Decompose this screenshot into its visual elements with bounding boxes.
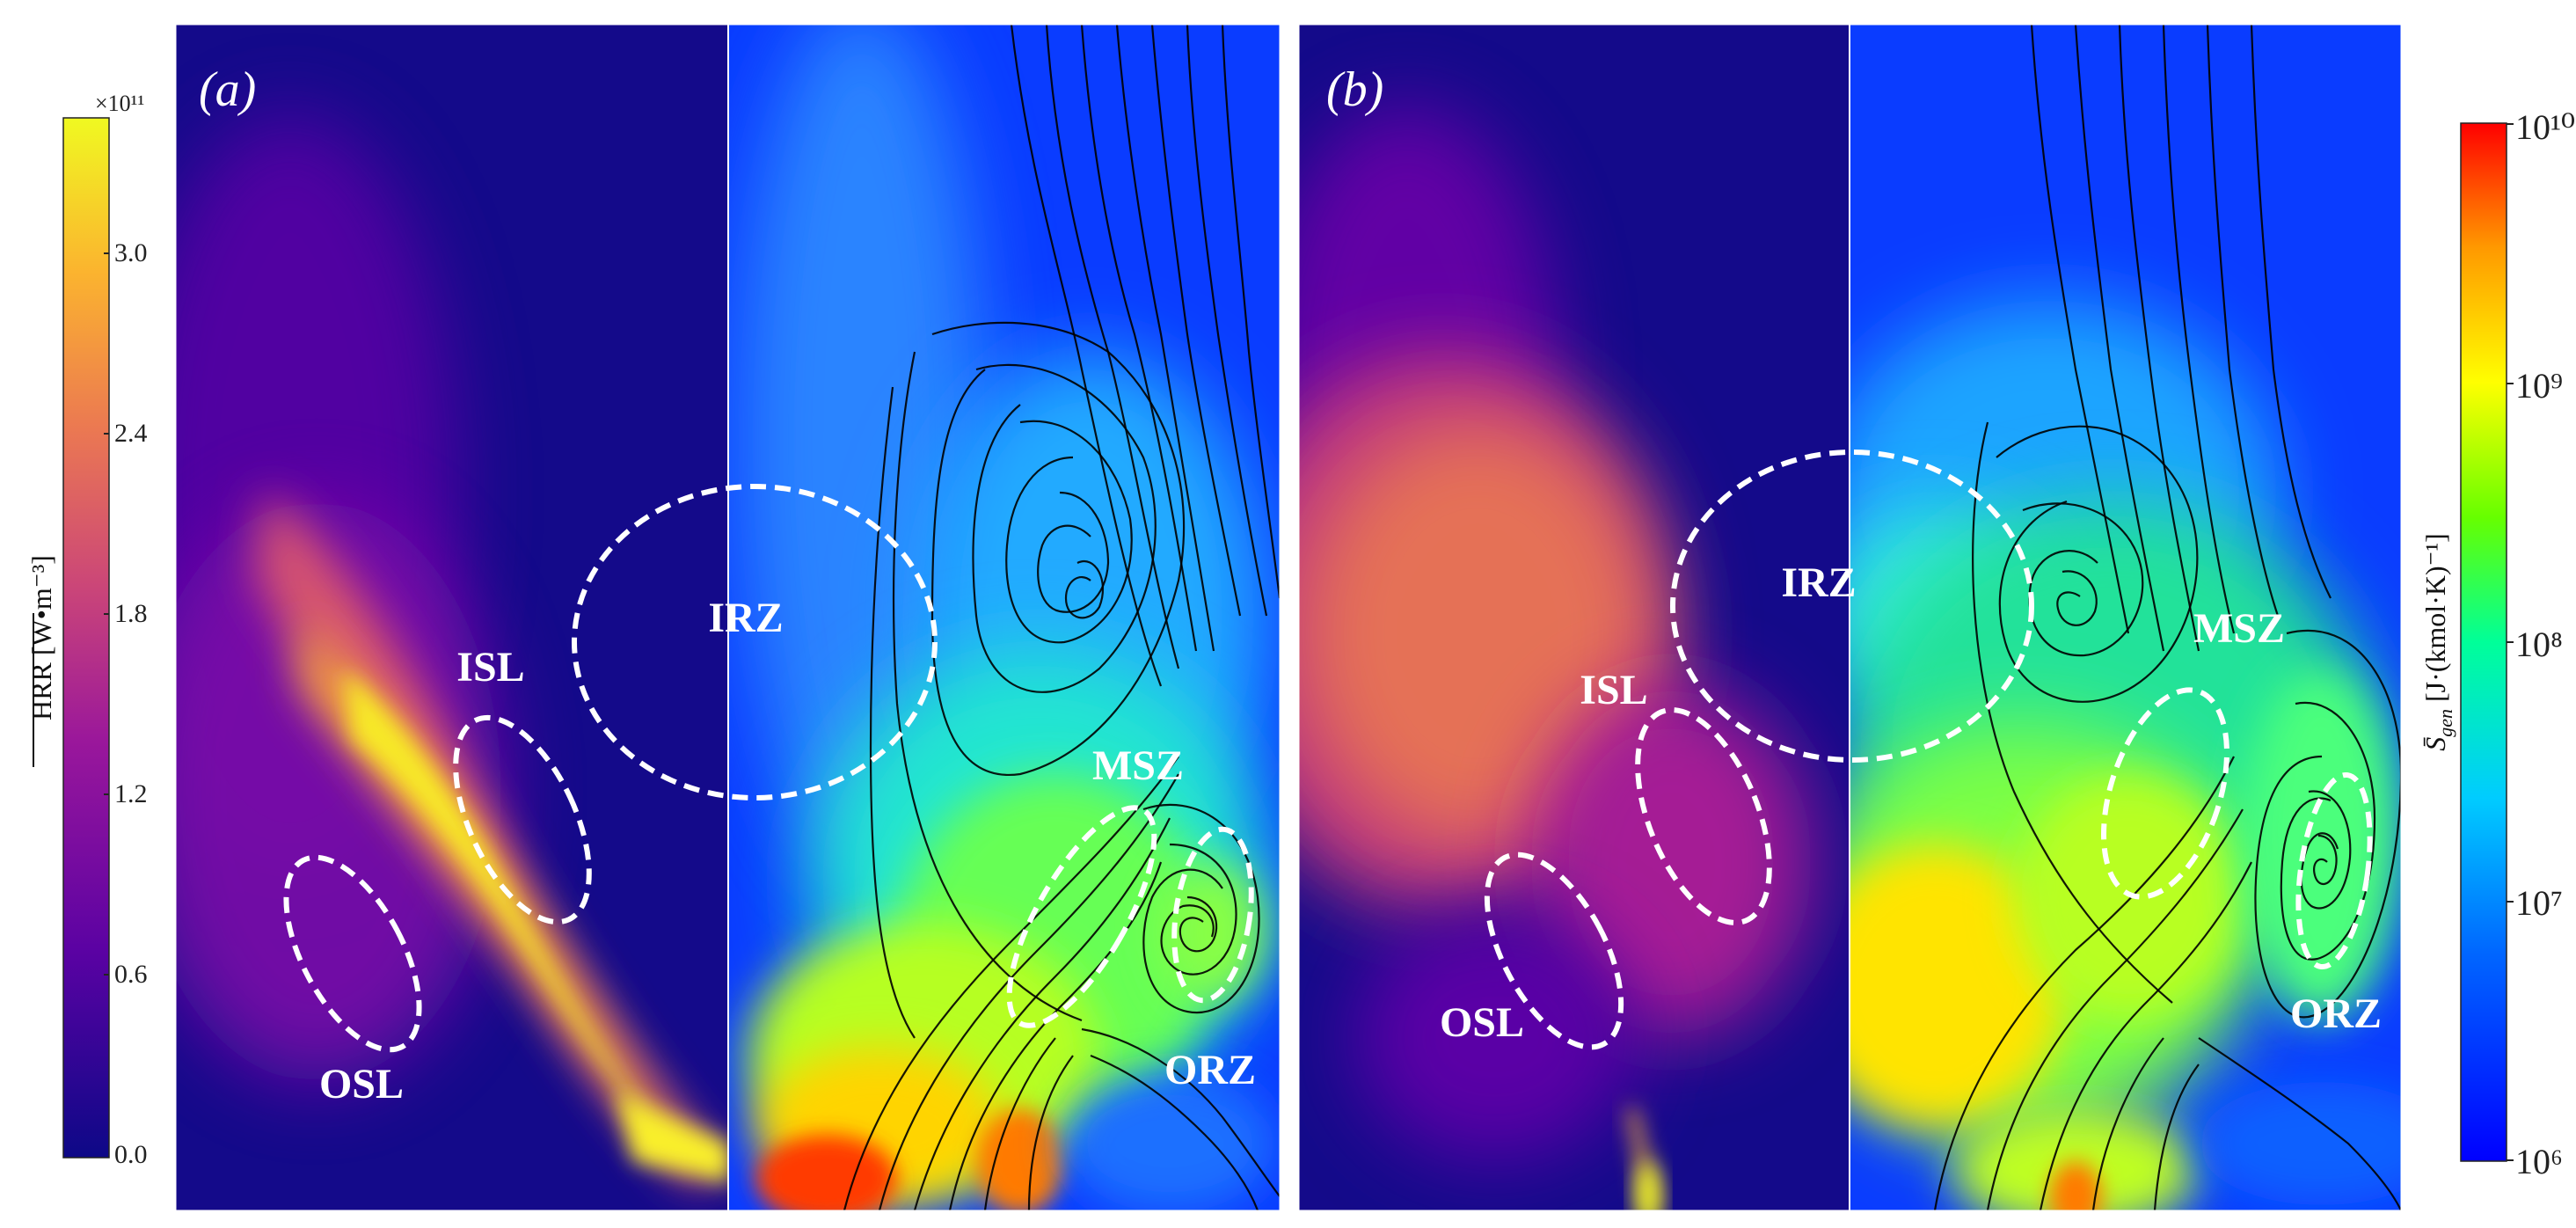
panel-b-osl-outline (1484, 852, 1624, 1050)
panel-b-irz-outline (1670, 450, 2034, 763)
panel-a-irz-label: IRZ (708, 595, 783, 641)
right-colorbar-tick-label: 10¹⁰ (2515, 107, 2575, 147)
left-colorbar-multiplier: ×10¹¹ (95, 91, 144, 116)
right-colorbar-tick-label: 10⁸ (2515, 625, 2563, 664)
panel-a-osl-outline (283, 854, 422, 1053)
panel-b-irz-label: IRZ (1781, 559, 1856, 606)
panel-a-isl-label: ISL (456, 644, 524, 691)
right-colorbar-gradient (2460, 122, 2507, 1162)
panel-b-entropy-field (1850, 25, 2401, 1210)
panel-a-msz-label: MSZ (1092, 742, 1184, 789)
panel-b-osl-label: OSL (1440, 999, 1524, 1046)
right-colorbar-tick-label: 10⁶ (2515, 1142, 2563, 1181)
panel-a-zones: IRZ ISL OSL MSZ ORZ (283, 484, 1256, 1107)
panel-a-isl-outline (453, 714, 592, 925)
panel-a-orz-label: ORZ (1164, 1047, 1256, 1093)
panel-a-entropy-field (728, 25, 1280, 1210)
panel-a-hrr-field (176, 25, 728, 1210)
right-colorbar-label-subscript: gen (2434, 709, 2456, 737)
right-colorbar-ticks: 10¹⁰ 10⁹ 10⁸ 10⁷ 10⁶ (2507, 107, 2575, 1181)
panel-b-streamlines (1933, 25, 2401, 1210)
panel-b-isl-label: ISL (1580, 667, 1647, 713)
left-colorbar-ticks: 3.0 2.4 1.8 1.2 0.6 0.0 (104, 238, 148, 1169)
panel-b-letter: (b) (1326, 62, 1383, 117)
left-colorbar-tick-label: 3.0 (114, 238, 148, 267)
right-colorbar-tick-label: 10⁹ (2515, 366, 2563, 406)
panel-a-frame (175, 24, 1281, 1211)
panel-b-isl-outline (1635, 707, 1772, 925)
panel-b-msz-label: MSZ (2193, 605, 2285, 652)
panel-a-streamlines (843, 25, 1280, 1210)
panel-a-msz-outline (1006, 805, 1157, 1028)
left-colorbar-tick-label: 1.8 (114, 599, 148, 628)
panel-b-orz-label: ORZ (2290, 990, 2382, 1037)
left-colorbar: ×10¹¹ 3.0 2.4 1.8 1.2 0.6 0.0 HRR [W•m⁻³… (26, 91, 148, 1169)
left-colorbar-tick-label: 0.6 (114, 960, 148, 989)
left-colorbar-label: HRR [W•m⁻³] (26, 555, 57, 720)
panel-a-irz-outline (572, 484, 938, 800)
left-colorbar-gradient (62, 117, 110, 1159)
right-colorbar-label-unit: [J·(kmol·K)⁻¹] (2419, 533, 2451, 709)
panel-a-letter: (a) (199, 62, 256, 117)
left-colorbar-tick-label: 1.2 (114, 779, 148, 808)
panel-b-zones: IRZ ISL OSL MSZ ORZ (1440, 450, 2382, 1050)
left-colorbar-tick-label: 0.0 (114, 1140, 148, 1169)
right-colorbar: 10¹⁰ 10⁹ 10⁸ 10⁷ 10⁶ S̄gen [J·(kmol·K)⁻¹… (2419, 107, 2575, 1181)
right-colorbar-label: S̄gen [J·(kmol·K)⁻¹] (2419, 533, 2456, 751)
right-colorbar-label-symbol: S̄ (2419, 737, 2451, 751)
right-colorbar-tick-label: 10⁷ (2515, 883, 2563, 923)
panel-a-orz-outline (1171, 826, 1254, 1004)
panel-b-frame (1298, 24, 2402, 1211)
panel-b-hrr-field (1299, 25, 1850, 1210)
panel-a-osl-label: OSL (319, 1061, 404, 1107)
left-colorbar-tick-label: 2.4 (114, 419, 148, 448)
panel-b-msz-outline (2101, 687, 2229, 900)
panel-b-orz-outline (2295, 771, 2373, 970)
